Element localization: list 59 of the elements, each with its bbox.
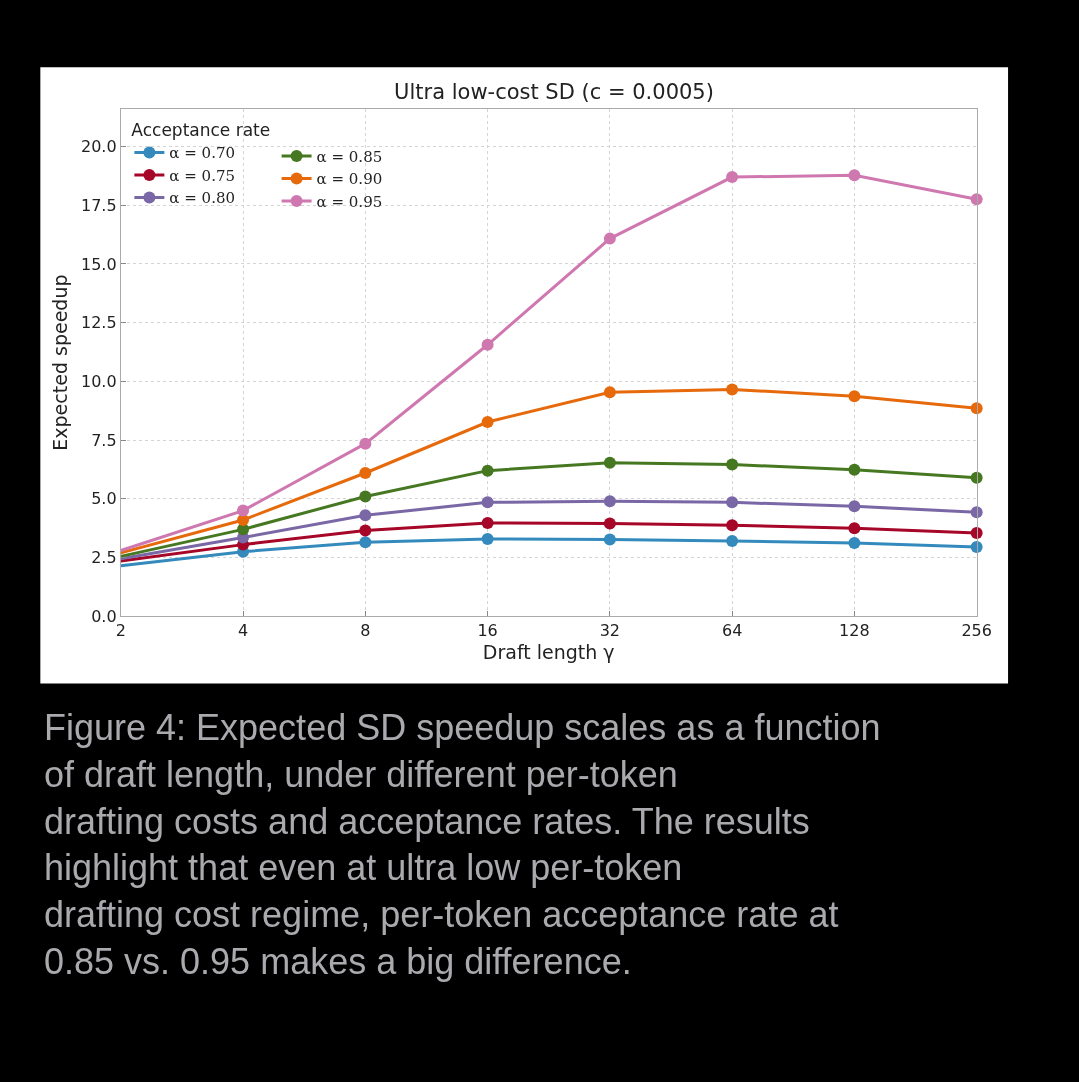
legend-label: α = 0.80 bbox=[169, 189, 236, 208]
legend-label: α = 0.90 bbox=[316, 170, 383, 189]
legend-title: Acceptance rate bbox=[131, 120, 271, 141]
point bbox=[726, 535, 739, 548]
x-tick-label: 2 bbox=[115, 621, 126, 641]
point bbox=[726, 171, 739, 184]
x-tick-label: 128 bbox=[839, 621, 870, 641]
point bbox=[481, 517, 494, 530]
point bbox=[603, 495, 616, 508]
point bbox=[848, 463, 861, 476]
x-tick-label: 16 bbox=[477, 621, 498, 641]
point bbox=[359, 536, 372, 549]
y-tick-label: 12.5 bbox=[80, 313, 117, 333]
y-tick-label: 15.0 bbox=[80, 254, 117, 274]
point bbox=[359, 437, 372, 450]
chart-title: Ultra low-cost SD (c = 0.0005) bbox=[394, 80, 714, 105]
x-tick-label: 8 bbox=[360, 621, 371, 641]
y-tick-label: 17.5 bbox=[80, 195, 117, 215]
point bbox=[481, 338, 494, 351]
y-tick-label: 20.0 bbox=[80, 137, 117, 157]
y-tick-label: 7.5 bbox=[91, 430, 117, 450]
point bbox=[848, 390, 861, 403]
point bbox=[359, 509, 372, 522]
legend-label: α = 0.70 bbox=[169, 144, 236, 163]
x-tick-label: 4 bbox=[237, 621, 249, 641]
y-tick-label: 5.0 bbox=[91, 489, 117, 509]
point bbox=[603, 533, 616, 546]
x-axis-title: Draft length γ bbox=[482, 641, 615, 664]
y-tick-label: 2.5 bbox=[91, 548, 117, 568]
point bbox=[359, 466, 372, 479]
point bbox=[481, 416, 494, 429]
x-tick-label: 256 bbox=[961, 621, 992, 641]
legend-label: α = 0.75 bbox=[169, 166, 236, 185]
legend-label: α = 0.95 bbox=[316, 192, 383, 211]
point bbox=[359, 524, 372, 537]
point bbox=[726, 519, 739, 532]
point bbox=[481, 464, 494, 477]
point bbox=[481, 496, 494, 509]
x-tick-label: 64 bbox=[721, 621, 743, 641]
point bbox=[603, 456, 616, 469]
y-axis-title: Expected speedup bbox=[48, 274, 71, 451]
point bbox=[848, 536, 861, 549]
point bbox=[481, 532, 494, 545]
point bbox=[603, 232, 616, 245]
point bbox=[848, 169, 861, 182]
x-tick-label: 32 bbox=[599, 621, 621, 641]
point bbox=[603, 517, 616, 530]
legend-label: α = 0.85 bbox=[316, 147, 383, 166]
point bbox=[848, 500, 861, 513]
point bbox=[726, 496, 739, 509]
point bbox=[848, 522, 861, 535]
point bbox=[726, 383, 739, 396]
y-tick-label: 0.0 bbox=[91, 606, 117, 626]
point bbox=[726, 458, 739, 471]
y-tick-label: 10.0 bbox=[80, 372, 117, 391]
point bbox=[603, 386, 616, 399]
point bbox=[359, 490, 372, 503]
caption: Figure 4: Expected SD speedup scales as a function of draft length, under different per-token drafting costs and acceptance rates. The results highlight that even at ultra low per-token drafting cost regime, per-token acceptance rate at 0.85 vs. 0.95 makes a big difference. bbox=[44, 707, 881, 982]
point bbox=[237, 504, 250, 517]
